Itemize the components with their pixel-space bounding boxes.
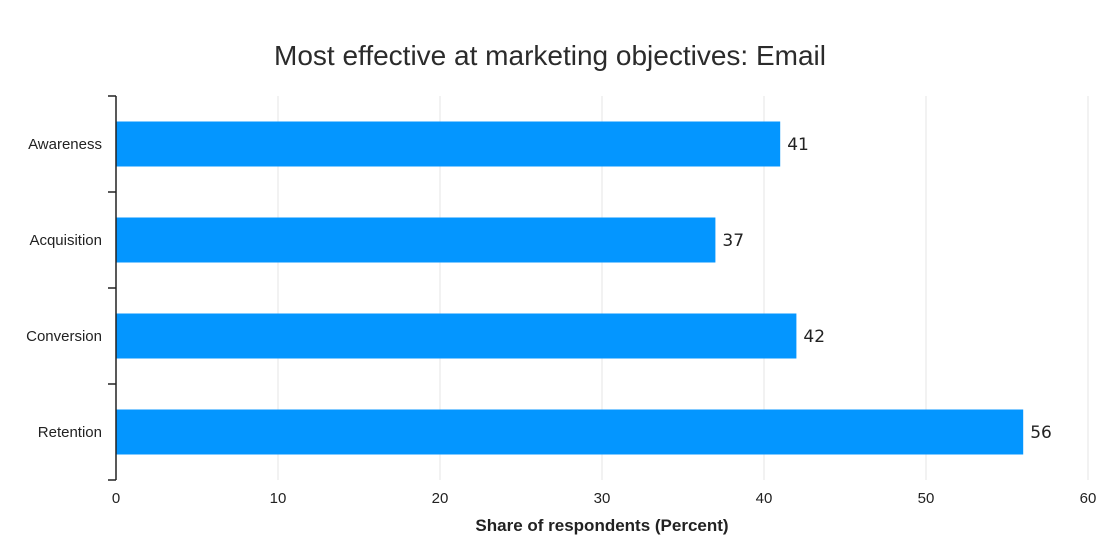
data-label-retention: 56 (1030, 423, 1052, 443)
bar-awareness[interactable] (116, 121, 781, 167)
bar-retention[interactable] (116, 409, 1024, 455)
category-label-retention: Retention (38, 424, 102, 441)
x-tick-label-0: 0 (112, 490, 120, 507)
data-label-acquisition: 37 (722, 231, 744, 251)
data-label-awareness: 41 (787, 135, 809, 155)
x-tick-label-60: 60 (1080, 490, 1097, 507)
x-tick-label-30: 30 (594, 490, 611, 507)
chart-title: Most effective at marketing objectives: … (274, 40, 826, 71)
bar-acquisition[interactable] (116, 217, 716, 263)
x-tick-label-40: 40 (756, 490, 773, 507)
data-label-conversion: 42 (803, 327, 825, 347)
x-axis-title: Share of respondents (Percent) (475, 516, 728, 535)
axes: 0 10 20 30 40 50 60 (108, 95, 1097, 507)
bars: Awareness 41 Acquisition 37 Conversion 42 Rete… (26, 121, 1052, 455)
bar-conversion[interactable] (116, 313, 797, 359)
x-tick-label-10: 10 (270, 490, 287, 507)
category-label-awareness: Awareness (28, 136, 102, 153)
x-tick-label-50: 50 (918, 490, 935, 507)
x-tick-label-20: 20 (432, 490, 449, 507)
category-label-acquisition: Acquisition (29, 232, 102, 249)
category-label-conversion: Conversion (26, 328, 102, 345)
